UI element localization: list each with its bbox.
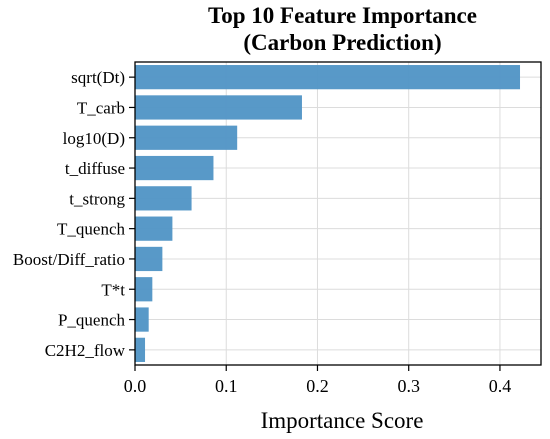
y-tick-label: T*t [101,280,125,299]
y-tick-label: t_strong [69,189,125,208]
y-tick-label: log10(D) [63,129,125,148]
bar-sqrt-dt [135,65,521,90]
x-tick-label: 0.0 [124,376,147,396]
chart-title: Top 10 Feature Importance (Carbon Predic… [135,2,550,56]
bar-t-quench [135,216,173,241]
y-tick-label: P_quench [58,311,126,330]
bar-boost-diff-ratio [135,246,163,272]
x-tick-label: 0.1 [215,376,238,396]
bar-t-carb [135,95,302,120]
y-tick-label: Boost/Diff_ratio [13,250,125,269]
y-axis: sqrt(Dt) T_carb log10(D) t_diffuse t_strong T… [13,68,135,360]
x-tick-label: 0.2 [306,376,329,396]
y-tick-label: T_quench [57,220,125,239]
chart-title-line-2: (Carbon Prediction) [243,30,442,55]
x-tick-label: 0.4 [489,376,512,396]
x-tick-label: 0.3 [397,376,420,396]
y-tick-label: T_carb [77,98,125,117]
bars [135,65,521,362]
bar-t-diffuse [135,155,214,181]
plot-frame [134,61,542,366]
chart-title-line-1: Top 10 Feature Importance [208,3,477,28]
bar-c2h2-flow [135,337,146,362]
y-tick-label: sqrt(Dt) [71,68,125,87]
y-tick-label: C2H2_flow [45,341,126,360]
x-axis: 0.0 0.1 0.2 0.3 0.4 [124,365,511,396]
x-axis-label: Importance Score [261,408,424,433]
bar-p-quench [135,307,149,332]
bar-log10-d [135,125,238,150]
bar-t-t [135,277,153,302]
y-tick-label: t_diffuse [65,159,125,178]
bar-t-strong [135,186,192,211]
